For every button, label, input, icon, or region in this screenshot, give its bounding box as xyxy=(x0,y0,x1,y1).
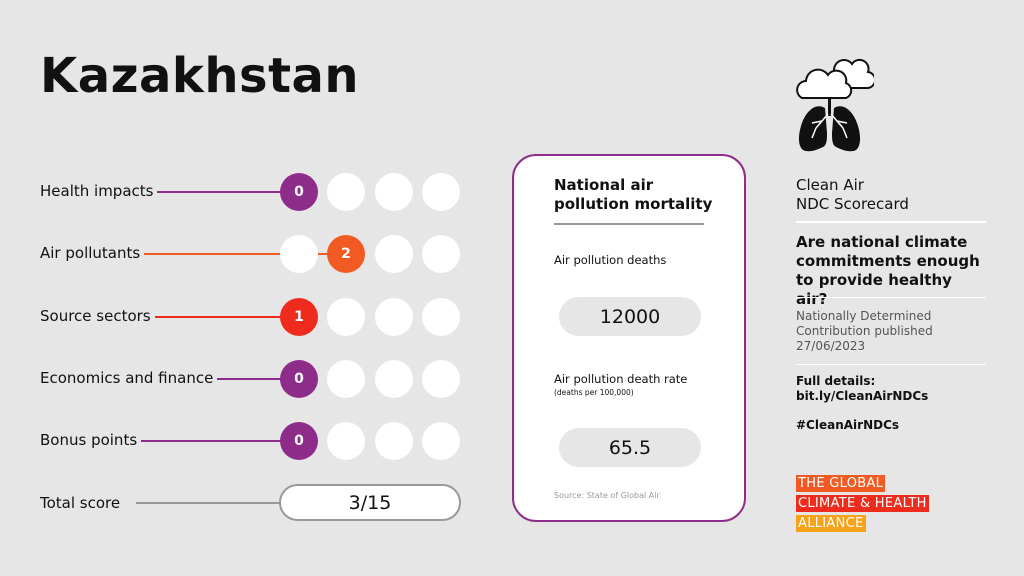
divider xyxy=(796,364,986,365)
score-row: Bonus points 0 xyxy=(40,422,470,460)
total-score-label: Total score xyxy=(40,494,121,512)
ndc-line: Nationally Determined xyxy=(796,309,932,323)
ndc-date: 27/06/2023 xyxy=(796,339,866,353)
hashtag: #CleanAirNDCs xyxy=(796,418,900,432)
score-dot-filled: 2 xyxy=(327,235,365,273)
rate-unit: (deaths per 100,000) xyxy=(554,388,634,397)
row-label: Air pollutants xyxy=(40,244,145,262)
score-dot xyxy=(327,360,365,398)
score-dot xyxy=(422,173,460,211)
score-dot-filled: 0 xyxy=(280,422,318,460)
cloud-lungs-icon xyxy=(796,58,874,152)
connector-line xyxy=(140,191,290,193)
row-label: Health impacts xyxy=(40,182,158,200)
ndc-info: Nationally Determined Contribution publi… xyxy=(796,309,986,354)
divider xyxy=(554,223,704,225)
scorecard-title: Clean Air NDC Scorecard xyxy=(796,176,986,214)
score-dot xyxy=(422,360,460,398)
score-dot xyxy=(422,298,460,336)
rate-label: Air pollution death rate xyxy=(554,372,688,386)
details-link[interactable]: bit.ly/CleanAirNDCs xyxy=(796,389,929,403)
score-dot-filled: 1 xyxy=(280,298,318,336)
alliance-logo: THE GLOBAL CLIMATE & HEALTH ALLIANCE xyxy=(796,472,929,532)
deaths-value: 12000 xyxy=(559,297,701,336)
score-row: Health impacts 0 xyxy=(40,173,470,211)
divider xyxy=(796,221,986,223)
score-row: Economics and finance 0 xyxy=(40,360,470,398)
title-line: Clean Air xyxy=(796,176,864,194)
connector-line xyxy=(140,253,337,255)
score-dot xyxy=(422,235,460,273)
connector-line xyxy=(140,440,290,442)
deaths-label: Air pollution deaths xyxy=(554,253,667,267)
details: Full details: bit.ly/CleanAirNDCs xyxy=(796,374,986,404)
score-dot xyxy=(375,360,413,398)
score-row: Air pollutants 2 xyxy=(40,235,470,273)
divider xyxy=(796,297,986,298)
score-dot xyxy=(375,422,413,460)
logo-line: THE GLOBAL xyxy=(796,475,886,492)
score-dot xyxy=(375,235,413,273)
mortality-title: National air pollution mortality xyxy=(554,176,713,213)
ndc-line: Contribution published xyxy=(796,324,933,338)
score-row: Source sectors 1 xyxy=(40,298,470,336)
score-dot xyxy=(327,298,365,336)
total-connector-line xyxy=(136,502,281,504)
score-dot xyxy=(327,422,365,460)
source-note: Source: State of Global Air xyxy=(554,491,660,500)
logo-line: CLIMATE & HEALTH xyxy=(796,495,929,512)
total-score-value: 3/15 xyxy=(279,484,461,521)
title-line: NDC Scorecard xyxy=(796,195,909,213)
connector-line xyxy=(140,316,290,318)
rate-value: 65.5 xyxy=(559,428,701,467)
score-dot xyxy=(327,173,365,211)
score-dot xyxy=(280,235,318,273)
score-dot-filled: 0 xyxy=(280,173,318,211)
row-label: Economics and finance xyxy=(40,369,218,387)
country-title: Kazakhstan xyxy=(40,48,360,104)
score-dot-filled: 0 xyxy=(280,360,318,398)
score-dot xyxy=(422,422,460,460)
row-label: Source sectors xyxy=(40,307,155,325)
mortality-card: National air pollution mortality Air pol… xyxy=(512,154,746,522)
question-text: Are national climate commitments enough … xyxy=(796,233,980,308)
logo-line: ALLIANCE xyxy=(796,515,866,532)
row-label: Bonus points xyxy=(40,431,142,449)
score-dot xyxy=(375,298,413,336)
details-label: Full details: xyxy=(796,374,876,388)
score-dot xyxy=(375,173,413,211)
